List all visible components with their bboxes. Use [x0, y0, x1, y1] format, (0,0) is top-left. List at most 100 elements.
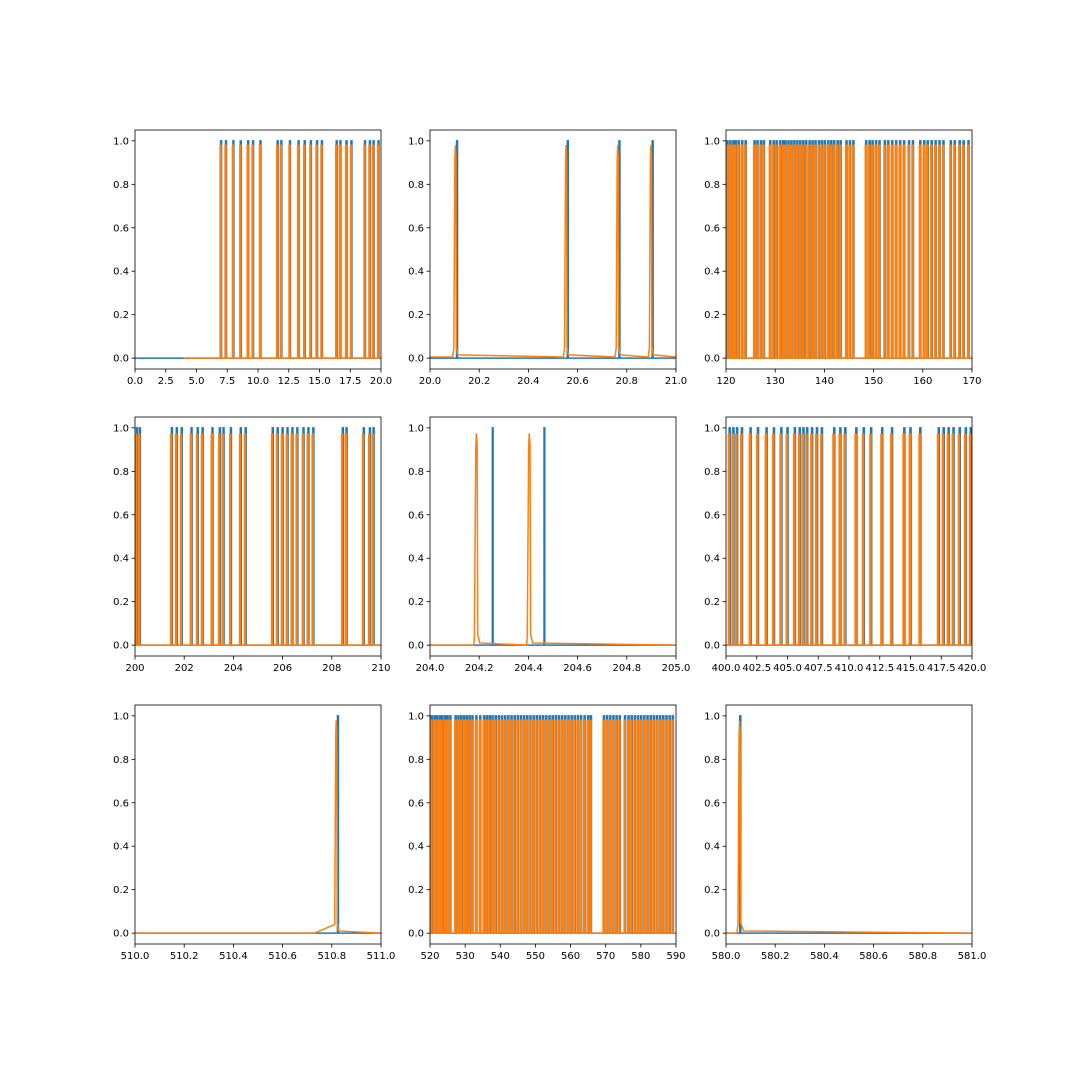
x-tick-label: 120	[716, 376, 735, 387]
series-line-2	[430, 719, 676, 934]
x-tick-label: 402.5	[742, 663, 771, 674]
y-tick-label: 0.2	[113, 597, 129, 608]
y-tick-label: 1.0	[704, 711, 720, 722]
y-tick-label: 1.0	[113, 136, 129, 147]
series-line-2	[135, 433, 381, 646]
x-tick-label: 204.8	[612, 663, 641, 674]
x-tick-label: 580.4	[810, 951, 839, 962]
series-line-2	[135, 720, 381, 934]
x-tick-label: 20.6	[566, 376, 588, 387]
x-tick-label: 510.8	[317, 951, 346, 962]
x-tick-label: 520	[420, 951, 439, 962]
x-tick-label: 204.4	[514, 663, 543, 674]
series-line-2	[726, 721, 972, 934]
x-tick-label: 581.0	[958, 951, 987, 962]
y-tick-label: 0.0	[704, 641, 720, 652]
x-tick-label: 511.0	[367, 951, 396, 962]
subplot-7: 510.0 510.2 510.4 510.6 510.8 511.0 0.0 0.2 0.4 0…	[113, 704, 396, 962]
series-line-2	[726, 144, 972, 359]
y-tick-label: 0.8	[113, 180, 129, 191]
y-tick-label: 0.8	[704, 755, 720, 766]
y-tick-label: 0.0	[113, 354, 129, 365]
x-tick-label: 5.0	[189, 376, 205, 387]
y-tick-label: 0.8	[113, 755, 129, 766]
x-tick-label: 204.6	[563, 663, 592, 674]
x-tick-label: 412.5	[865, 663, 894, 674]
x-tick-label: 580	[631, 951, 650, 962]
x-tick-label: 204.2	[465, 663, 494, 674]
series-line-2	[430, 145, 676, 358]
y-tick-label: 0.8	[408, 180, 424, 191]
x-tick-label: 204.0	[416, 663, 445, 674]
x-tick-label: 205.0	[662, 663, 691, 674]
x-tick-label: 407.5	[804, 663, 833, 674]
series-line-1	[430, 140, 676, 359]
y-tick-label: 0.8	[408, 467, 424, 478]
axes-frame	[429, 129, 677, 370]
y-tick-label: 0.6	[408, 798, 424, 809]
x-tick-label: 17.5	[339, 376, 361, 387]
x-tick-label: 20.0	[370, 376, 392, 387]
y-tick-label: 0.2	[704, 597, 720, 608]
y-tick-label: 0.0	[704, 929, 720, 940]
subplot-6: 400.0 402.5 405.0 407.5 410.0 412.5 415.0 417.5…	[704, 416, 987, 674]
subplot-grid: 0.0 2.5 5.0 7.5 10.0 12.5 15.0 17.5 20.0 0.0 0.2 0.…	[113, 129, 987, 962]
y-tick-label: 1.0	[704, 136, 720, 147]
subplot-2: 20.0 20.2 20.4 20.6 20.8 21.0 0.0 0.2 0.4 0.6 0.8 1…	[408, 129, 687, 387]
y-tick-label: 0.6	[113, 798, 129, 809]
x-tick-label: 7.5	[219, 376, 235, 387]
x-tick-label: 208	[322, 663, 341, 674]
x-tick-label: 15.0	[308, 376, 330, 387]
y-tick-label: 0.4	[113, 267, 129, 278]
x-tick-label: 20.4	[517, 376, 539, 387]
subplot-5: 204.0 204.2 204.4 204.6 204.8 205.0 0.0 0.2 0.4 0…	[408, 416, 691, 674]
x-tick-label: 2.5	[158, 376, 174, 387]
plot-area	[726, 140, 972, 359]
x-tick-label: 410.0	[835, 663, 864, 674]
y-tick-label: 0.4	[113, 554, 129, 565]
x-tick-label: 202	[175, 663, 194, 674]
series-line-1	[726, 140, 972, 359]
y-tick-label: 0.0	[408, 929, 424, 940]
plot-area	[135, 140, 381, 359]
x-tick-label: 200	[125, 663, 144, 674]
y-tick-label: 0.4	[704, 267, 720, 278]
series-line-2	[184, 144, 381, 359]
series-line-2	[430, 433, 676, 646]
x-tick-label: 580.2	[761, 951, 790, 962]
y-tick-label: 0.4	[408, 842, 424, 853]
y-tick-label: 0.6	[113, 510, 129, 521]
x-tick-label: 20.8	[616, 376, 638, 387]
x-tick-label: 510.6	[268, 951, 297, 962]
y-tick-label: 0.0	[113, 641, 129, 652]
y-tick-label: 1.0	[704, 423, 720, 434]
axes-frame	[725, 704, 973, 945]
y-tick-label: 0.6	[113, 223, 129, 234]
x-tick-label: 10.0	[247, 376, 269, 387]
plot-area	[726, 715, 972, 934]
y-tick-label: 0.2	[408, 310, 424, 321]
plot-area	[430, 427, 676, 646]
x-tick-label: 540	[491, 951, 510, 962]
y-tick-label: 0.4	[113, 842, 129, 853]
x-tick-label: 420.0	[958, 663, 987, 674]
y-tick-label: 0.2	[704, 885, 720, 896]
y-tick-label: 1.0	[408, 711, 424, 722]
x-tick-label: 204	[224, 663, 243, 674]
x-tick-label: 0.0	[127, 376, 143, 387]
x-tick-label: 12.5	[278, 376, 300, 387]
y-tick-label: 0.4	[408, 554, 424, 565]
y-tick-label: 1.0	[408, 423, 424, 434]
plot-area	[430, 715, 676, 934]
y-tick-label: 0.2	[704, 310, 720, 321]
axes-frame	[134, 704, 382, 945]
y-tick-label: 0.0	[704, 354, 720, 365]
x-tick-label: 20.0	[419, 376, 441, 387]
y-tick-label: 1.0	[113, 711, 129, 722]
axes-frame	[429, 416, 677, 657]
y-tick-label: 0.4	[408, 267, 424, 278]
x-tick-label: 590	[666, 951, 685, 962]
y-tick-label: 0.0	[408, 641, 424, 652]
y-tick-label: 0.2	[408, 885, 424, 896]
